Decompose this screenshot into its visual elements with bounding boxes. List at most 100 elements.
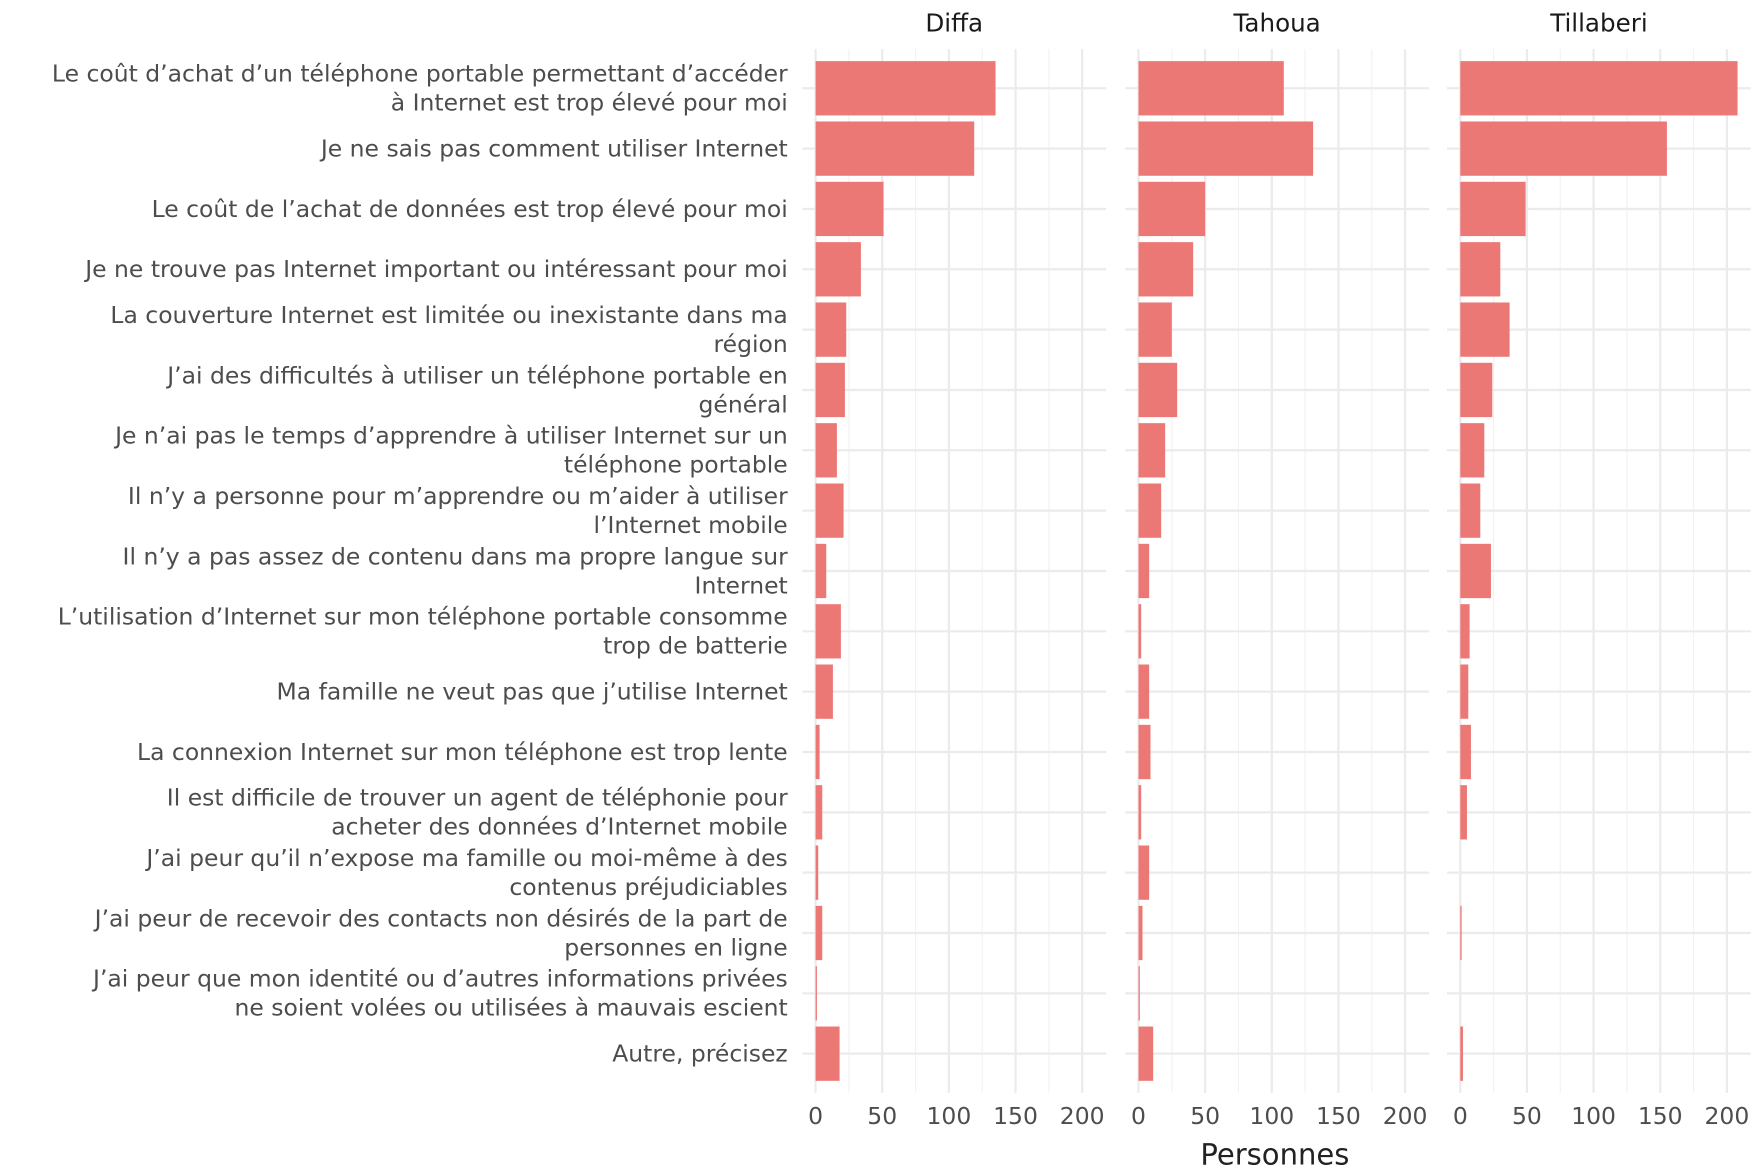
y-tick-label: La couverture Internet est limitée ou in… — [110, 301, 788, 358]
y-tick-label: Il n’y a pas assez de contenu dans ma pr… — [122, 543, 788, 599]
bar — [1138, 242, 1194, 297]
bar — [1460, 543, 1491, 599]
x-tick-label: 200 — [1705, 1102, 1750, 1130]
y-tick-label: J’ai peur de recevoir des contacts non d… — [94, 905, 788, 961]
x-tick-label: 50 — [1190, 1102, 1220, 1130]
bar — [815, 785, 823, 840]
category-label-box: Il est difficile de trouver un agent de … — [166, 784, 788, 841]
category-label-box: J’ai des difficultés à utiliser un télép… — [167, 362, 787, 418]
bar — [815, 604, 841, 659]
bar — [1138, 664, 1150, 719]
bar — [1460, 664, 1469, 719]
bar — [1460, 724, 1471, 780]
bar — [1460, 121, 1667, 176]
category-label-box: La couverture Internet est limitée ou in… — [110, 301, 788, 358]
x-axis-title: Personnes — [1200, 1137, 1349, 1171]
category-label-box: Il n’y a pas assez de contenu dans ma pr… — [122, 543, 788, 599]
x-tick-label: 0 — [1453, 1102, 1468, 1130]
bar — [1460, 604, 1470, 659]
y-tick-label: Le coût de l’achat de données est trop é… — [151, 195, 788, 223]
category-label-box: J’ai peur que mon identité ou d’autres i… — [93, 965, 788, 1022]
bar — [1138, 845, 1150, 900]
bar — [815, 423, 837, 478]
category-label-box: J’ai peur de recevoir des contacts non d… — [94, 905, 788, 961]
x-tick-label: 100 — [1571, 1102, 1616, 1130]
bar — [1138, 724, 1151, 780]
y-tick-label: La connexion Internet sur mon téléphone … — [137, 738, 788, 766]
y-tick-label: J’ai peur qu’il n’expose ma famille ou m… — [146, 844, 788, 901]
x-tick-label: 50 — [867, 1102, 897, 1130]
x-tick-label: 150 — [1638, 1102, 1683, 1130]
bar — [815, 845, 819, 900]
bar — [815, 121, 975, 176]
category-label-box: L’utilisation d’Internet sur mon télépho… — [57, 603, 788, 660]
y-tick-label: J’ai peur que mon identité ou d’autres i… — [93, 965, 788, 1022]
x-tick-label: 150 — [993, 1102, 1038, 1130]
y-tick-label: Autre, précisez — [612, 1040, 788, 1068]
category-label-box: Il n’y a personne pour m’apprendre ou m’… — [127, 482, 788, 539]
y-tick-label: Il n’y a personne pour m’apprendre ou m’… — [127, 482, 788, 539]
bar — [815, 181, 884, 237]
category-label-box: La connexion Internet sur mon téléphone … — [137, 738, 788, 766]
category-label-box: Je ne sais pas comment utiliser Internet — [320, 135, 788, 163]
bar — [1138, 966, 1140, 1021]
bar — [815, 905, 823, 961]
bar — [1138, 121, 1314, 176]
category-label-box: Autre, précisez — [612, 1040, 788, 1068]
x-tick-label: 0 — [1131, 1102, 1146, 1130]
bar — [815, 483, 844, 538]
y-tick-label: Il est difficile de trouver un agent de … — [166, 784, 788, 841]
facet-title: Diffa — [925, 9, 983, 38]
bar — [815, 61, 996, 116]
y-tick-label: Je ne trouve pas Internet important ou i… — [85, 255, 788, 283]
bar — [815, 543, 827, 599]
category-label-box: J’ai peur qu’il n’expose ma famille ou m… — [146, 844, 788, 901]
bar — [1138, 604, 1142, 659]
x-tick-label: 100 — [1249, 1102, 1294, 1130]
bar — [1138, 181, 1206, 237]
bar — [1138, 1026, 1154, 1081]
y-tick-label: Je n’ai pas le temps d’apprendre à utili… — [115, 422, 788, 479]
bar — [815, 242, 861, 297]
category-label-box: Je n’ai pas le temps d’apprendre à utili… — [115, 422, 788, 479]
bar — [1138, 543, 1150, 599]
bar — [1138, 483, 1162, 538]
bar — [1460, 1026, 1463, 1081]
bar — [1460, 362, 1493, 418]
bar — [815, 1026, 840, 1081]
facet-title: Tahoua — [1232, 9, 1320, 38]
x-tick-label: 200 — [1383, 1102, 1428, 1130]
bar — [1460, 242, 1501, 297]
bar — [1138, 423, 1166, 478]
bar — [1460, 302, 1510, 357]
bar — [1138, 785, 1142, 840]
bar — [815, 966, 817, 1021]
bar — [1138, 302, 1172, 357]
bar — [1138, 362, 1178, 418]
bar — [815, 302, 847, 357]
bar — [1460, 905, 1462, 961]
bar — [1460, 181, 1526, 237]
x-tick-label: 200 — [1060, 1102, 1105, 1130]
y-tick-label: Le coût d’achat d’un téléphone portable … — [51, 60, 788, 117]
y-tick-label: Ma famille ne veut pas que j’utilise Int… — [276, 678, 788, 706]
bar — [1460, 61, 1738, 116]
facet-title: Tillaberi — [1549, 9, 1647, 38]
bar — [1138, 905, 1143, 961]
x-tick-label: 0 — [808, 1102, 823, 1130]
bar — [815, 664, 833, 719]
bar — [815, 724, 820, 780]
x-tick-label: 150 — [1316, 1102, 1361, 1130]
bar — [1138, 61, 1284, 116]
category-label-box: Le coût de l’achat de données est trop é… — [151, 195, 788, 223]
bar — [1460, 423, 1485, 478]
category-label-box: Ma famille ne veut pas que j’utilise Int… — [276, 678, 788, 706]
bar — [1460, 483, 1481, 538]
category-label-box: Je ne trouve pas Internet important ou i… — [85, 255, 788, 283]
y-tick-label: L’utilisation d’Internet sur mon télépho… — [57, 603, 788, 660]
bar — [1460, 785, 1467, 840]
y-tick-label: Je ne sais pas comment utiliser Internet — [320, 135, 788, 163]
x-tick-label: 50 — [1512, 1102, 1542, 1130]
x-tick-label: 100 — [926, 1102, 971, 1130]
